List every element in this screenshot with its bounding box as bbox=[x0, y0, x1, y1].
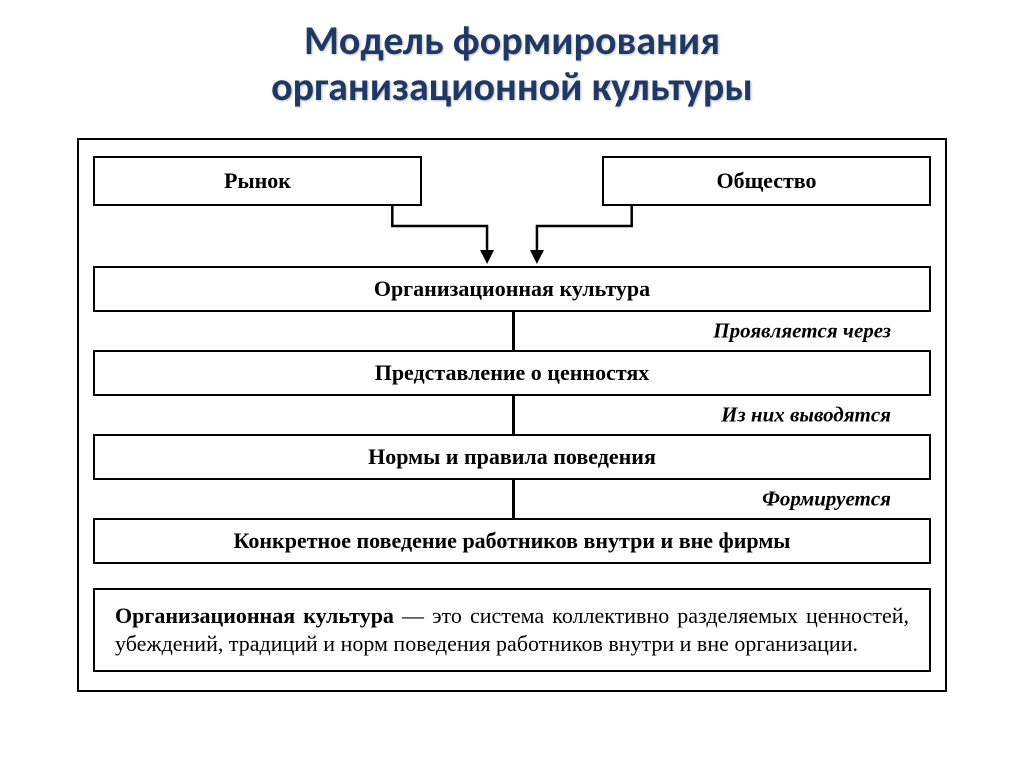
connector-line-2 bbox=[512, 396, 515, 434]
box-norms: Нормы и правила поведения bbox=[93, 434, 931, 480]
top-sources-row: Рынок Общество bbox=[93, 156, 931, 206]
connector-label-2: Из них выводятся bbox=[721, 403, 931, 428]
connector-line-3 bbox=[512, 480, 515, 518]
connector-label-3: Формируется bbox=[762, 487, 931, 512]
connector-3: Формируется bbox=[93, 480, 931, 518]
connector-line-1 bbox=[512, 312, 515, 350]
connector-label-1: Проявляется через bbox=[713, 319, 931, 344]
connector-2: Из них выводятся bbox=[93, 396, 931, 434]
title-line-1: Модель формирования bbox=[304, 16, 720, 65]
box-values: Представление о ценностях bbox=[93, 350, 931, 396]
box-org-culture: Организационная культура bbox=[93, 266, 931, 312]
connector-1: Проявляется через bbox=[93, 312, 931, 350]
box-market: Рынок bbox=[93, 156, 422, 206]
box-society: Общество bbox=[602, 156, 931, 206]
arrow-left-head bbox=[480, 250, 494, 264]
arrow-left-path bbox=[392, 206, 487, 254]
arrows-svg bbox=[93, 206, 931, 266]
arrow-zone bbox=[93, 206, 931, 266]
arrow-right-head bbox=[530, 250, 544, 264]
page-title: Модель формирования организационной куль… bbox=[0, 0, 1024, 110]
definition-term: Организационная культура bbox=[115, 603, 394, 628]
diagram-container: Рынок Общество Организационная культура … bbox=[77, 138, 947, 692]
title-line-2: организационной культуры bbox=[271, 62, 753, 111]
definition-box: Организационная культура — это система к… bbox=[93, 588, 931, 672]
box-behavior: Конкретное поведение работников внутри и… bbox=[93, 518, 931, 564]
arrow-right-path bbox=[537, 206, 632, 254]
